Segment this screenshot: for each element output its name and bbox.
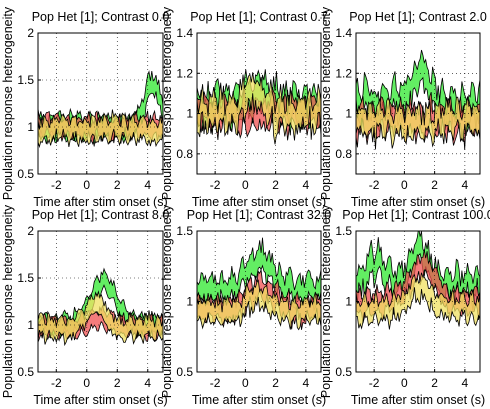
y-tick-label: 0.5 bbox=[335, 365, 352, 379]
series-lower-line-3 bbox=[197, 296, 321, 331]
chart-title: Pop Het [1]; Contrast 0.7 bbox=[190, 10, 328, 24]
y-tick-label: 1.2 bbox=[176, 66, 193, 80]
y-tick-label: 0.5 bbox=[17, 365, 34, 379]
chart-panel-6: -2 0 2 4 0.5 1 1.5 Pop Het [1]; Contrast 100.0 T… bbox=[319, 204, 490, 407]
y-axis-label: Population response heterogeneity bbox=[1, 204, 15, 398]
x-tick-label: 2 bbox=[431, 178, 438, 192]
series-band-3 bbox=[356, 96, 480, 150]
series-lower-line-3 bbox=[356, 287, 480, 330]
chart-panel-3: -2 0 2 4 0.8 1 1.2 1.4 Pop Het [1]; Contrast 2.0… bbox=[319, 6, 487, 209]
chart-title: Pop Het [1]; Contrast 0.0 bbox=[32, 10, 170, 24]
y-tick-label: 1 bbox=[27, 318, 34, 332]
chart-panel-1: -2 0 2 4 0.5 1 1.5 2 Pop Het [1]; Contrast 0.0 Ti… bbox=[1, 6, 169, 209]
y-tick-label: 1.5 bbox=[17, 271, 34, 285]
y-tick-label: 1 bbox=[186, 295, 193, 309]
y-tick-label: 0.8 bbox=[335, 147, 352, 161]
y-axis-label: Population response heterogeneity bbox=[160, 204, 174, 398]
series-upper-line-2 bbox=[197, 269, 321, 307]
series-lower-line-3 bbox=[356, 118, 480, 150]
x-tick-label: 0 bbox=[401, 178, 408, 192]
axes-frame bbox=[37, 230, 164, 373]
x-tick-label: 2 bbox=[114, 178, 121, 192]
x-axis-label: Time after stim onset (s) bbox=[33, 195, 167, 209]
chart-panel-4: -2 0 2 4 0.5 1 1.5 2 Pop Het [1]; Contrast 8.0 Ti… bbox=[1, 204, 169, 407]
x-tick-label: 0 bbox=[242, 178, 249, 192]
x-tick-label: 2 bbox=[272, 376, 279, 390]
series-band-3 bbox=[197, 280, 321, 330]
chart-title: Pop Het [1]; Contrast 8.0 bbox=[32, 208, 170, 222]
x-tick-label: -2 bbox=[51, 178, 62, 192]
series-upper-line-3 bbox=[38, 290, 163, 328]
x-tick-label: 0 bbox=[401, 376, 408, 390]
x-tick-label: -2 bbox=[369, 178, 380, 192]
axes-frame bbox=[196, 32, 322, 175]
series-band-1 bbox=[356, 231, 480, 311]
y-tick-label: 1.4 bbox=[335, 26, 352, 40]
series-band-1 bbox=[197, 237, 321, 311]
x-axis-label: Time after stim onset (s) bbox=[192, 195, 326, 209]
x-tick-label: -2 bbox=[210, 376, 221, 390]
series-upper-line-1 bbox=[356, 231, 480, 287]
y-tick-label: 1.5 bbox=[335, 224, 352, 238]
y-tick-label: 1.2 bbox=[335, 66, 352, 80]
series-upper-line-1 bbox=[197, 237, 321, 291]
x-tick-label: 4 bbox=[144, 376, 151, 390]
axes-frame bbox=[355, 32, 481, 175]
x-tick-label: 2 bbox=[114, 376, 121, 390]
x-axis-label: Time after stim onset (s) bbox=[192, 393, 326, 407]
x-tick-label: 4 bbox=[462, 376, 469, 390]
x-tick-label: -2 bbox=[51, 376, 62, 390]
x-axis-label: Time after stim onset (s) bbox=[33, 393, 167, 407]
series-upper-line-2 bbox=[356, 249, 480, 302]
chart-title: Pop Het [1]; Contrast 32.0 bbox=[187, 208, 332, 222]
x-tick-label: -2 bbox=[210, 178, 221, 192]
axes-frame bbox=[37, 32, 164, 175]
y-tick-label: 1.5 bbox=[17, 73, 34, 87]
series-upper-line-3 bbox=[356, 96, 480, 126]
y-axis-label: Population response heterogeneity bbox=[319, 6, 333, 200]
chart-title: Pop Het [1]; Contrast 100.0 bbox=[342, 208, 490, 222]
series-upper-line-3 bbox=[38, 109, 163, 131]
x-tick-label: 0 bbox=[242, 376, 249, 390]
chart-panel-2: -2 0 2 4 0.8 1 1.2 1.4 Pop Het [1]; Contrast 0.7… bbox=[160, 6, 328, 209]
y-tick-label: 2 bbox=[27, 26, 34, 40]
x-axis-label: Time after stim onset (s) bbox=[351, 393, 485, 407]
y-axis-label: Population response heterogeneity bbox=[160, 6, 174, 200]
series-lower-line-3 bbox=[197, 93, 321, 145]
x-tick-label: 0 bbox=[83, 178, 90, 192]
series-band-3 bbox=[38, 109, 163, 147]
series-band-3 bbox=[38, 291, 163, 345]
x-tick-label: 0 bbox=[83, 376, 90, 390]
y-tick-label: 0.5 bbox=[176, 365, 193, 379]
series-upper-line-3 bbox=[197, 279, 321, 313]
x-tick-label: -2 bbox=[369, 376, 380, 390]
x-axis-label: Time after stim onset (s) bbox=[351, 195, 485, 209]
y-tick-label: 2 bbox=[27, 224, 34, 238]
x-tick-label: 4 bbox=[303, 178, 310, 192]
chart-title: Pop Het [1]; Contrast 2.0 bbox=[349, 10, 487, 24]
x-tick-label: 4 bbox=[462, 178, 469, 192]
y-tick-label: 1.4 bbox=[176, 26, 193, 40]
y-tick-label: 0.5 bbox=[17, 167, 34, 181]
chart-panel-5: -2 0 2 4 0.5 1 1.5 Pop Het [1]; Contrast 32.0 Ti… bbox=[160, 204, 331, 407]
series-upper-line-3 bbox=[197, 72, 321, 117]
y-axis-label: Population response heterogeneity bbox=[1, 6, 15, 200]
series-lower-line-3 bbox=[38, 128, 163, 149]
y-tick-label: 0.8 bbox=[176, 147, 193, 161]
y-axis-label: Population response heterogeneity bbox=[319, 204, 333, 398]
x-tick-label: 2 bbox=[431, 376, 438, 390]
y-tick-label: 1 bbox=[186, 107, 193, 121]
x-tick-label: 4 bbox=[303, 376, 310, 390]
x-tick-label: 2 bbox=[272, 178, 279, 192]
y-tick-label: 1 bbox=[27, 120, 34, 134]
y-tick-label: 1 bbox=[345, 295, 352, 309]
y-tick-label: 1.5 bbox=[176, 224, 193, 238]
series-lower-line-3 bbox=[38, 311, 163, 347]
y-tick-label: 1 bbox=[345, 107, 352, 121]
x-tick-label: 4 bbox=[144, 178, 151, 192]
series-upper-line-3 bbox=[356, 272, 480, 308]
